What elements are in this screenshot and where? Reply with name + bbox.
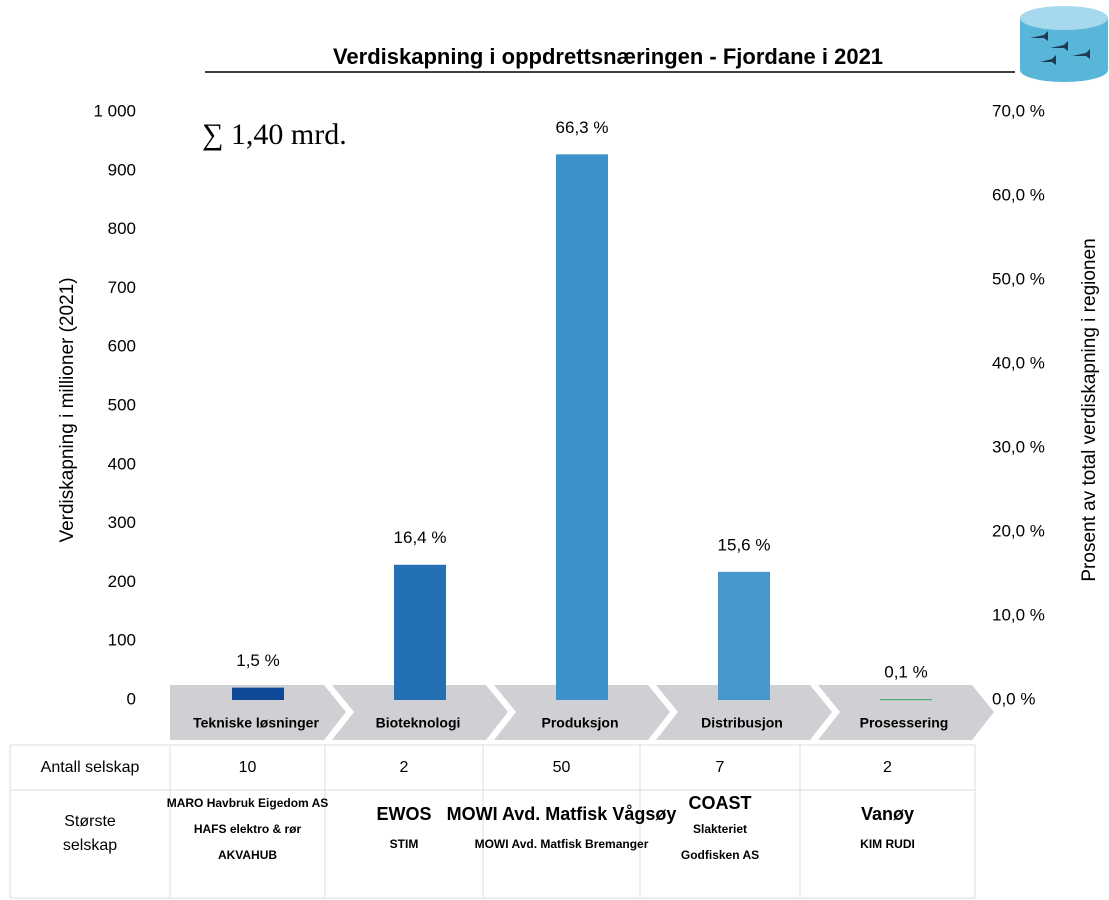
chevron: [818, 685, 994, 740]
bar: [394, 564, 446, 700]
y2-tick-label: 0,0 %: [992, 689, 1035, 708]
company-name: MOWI Avd. Matfisk Vågsøy: [447, 804, 677, 824]
x-tick-label: Tekniske løsninger: [193, 715, 319, 731]
y-tick-label: 800: [108, 219, 136, 238]
count-cell: 10: [239, 759, 257, 776]
row-header: selskap: [63, 837, 117, 854]
y2-tick-label: 30,0 %: [992, 437, 1045, 456]
share-label: 66,3 %: [556, 118, 609, 137]
bar: [556, 154, 608, 700]
y-tick-label: 400: [108, 454, 136, 473]
y-tick-label: 0: [127, 689, 136, 708]
company-name: HAFS elektro & rør: [194, 822, 302, 836]
x-tick-label: Prosessering: [860, 715, 949, 731]
y2-tick-label: 70,0 %: [992, 101, 1045, 120]
row-header: Største: [64, 813, 116, 830]
share-label: 0,1 %: [884, 663, 927, 682]
row-header: Antall selskap: [41, 759, 140, 776]
y-tick-label: 200: [108, 572, 136, 591]
bar: [718, 571, 770, 700]
count-cell: 7: [716, 759, 725, 776]
company-name: COAST: [689, 793, 752, 813]
y-axis-label: Verdiskapning i millioner (2021): [57, 277, 78, 542]
chevron: [332, 685, 508, 740]
y2-tick-label: 40,0 %: [992, 353, 1045, 372]
y2-axis-label: Prosent av total verdiskapning i regione…: [1079, 238, 1100, 581]
company-name: MOWI Avd. Matfisk Bremanger: [475, 837, 649, 851]
y2-tick-label: 20,0 %: [992, 521, 1045, 540]
x-tick-label: Distribusjon: [701, 715, 783, 731]
company-name: AKVAHUB: [218, 848, 277, 862]
chevron: [170, 685, 346, 740]
fish-tank-icon: [1020, 6, 1108, 82]
share-label: 1,5 %: [236, 651, 279, 670]
x-tick-label: Bioteknologi: [376, 715, 461, 731]
company-name: Slakteriet: [693, 822, 747, 836]
count-cell: 50: [553, 759, 571, 776]
y-tick-label: 600: [108, 337, 136, 356]
company-name: EWOS: [376, 804, 431, 824]
y-tick-label: 700: [108, 278, 136, 297]
y2-tick-label: 60,0 %: [992, 185, 1045, 204]
share-label: 16,4 %: [394, 528, 447, 547]
sum-annotation: ∑ 1,40 mrd.: [202, 118, 347, 151]
share-label: 15,6 %: [718, 535, 771, 554]
chart-title: Verdiskapning i oppdrettsnæringen - Fjor…: [333, 44, 883, 69]
bar: [232, 687, 284, 700]
y-tick-label: 500: [108, 395, 136, 414]
company-name: Godfisken AS: [681, 848, 759, 862]
company-name: STIM: [390, 837, 419, 851]
y2-tick-label: 50,0 %: [992, 269, 1045, 288]
x-tick-label: Produksjon: [541, 715, 618, 731]
y-tick-label: 100: [108, 631, 136, 650]
y-tick-label: 1 000: [93, 101, 136, 120]
count-cell: 2: [400, 759, 409, 776]
y2-tick-label: 10,0 %: [992, 605, 1045, 624]
company-name: KIM RUDI: [860, 837, 915, 851]
chevron: [656, 685, 832, 740]
chevron: [494, 685, 670, 740]
company-name: MARO Havbruk Eigedom AS: [167, 796, 329, 810]
count-cell: 2: [883, 759, 892, 776]
bar: [880, 699, 932, 701]
company-name: Vanøy: [861, 804, 914, 824]
y-tick-label: 900: [108, 160, 136, 179]
y-tick-label: 300: [108, 513, 136, 532]
